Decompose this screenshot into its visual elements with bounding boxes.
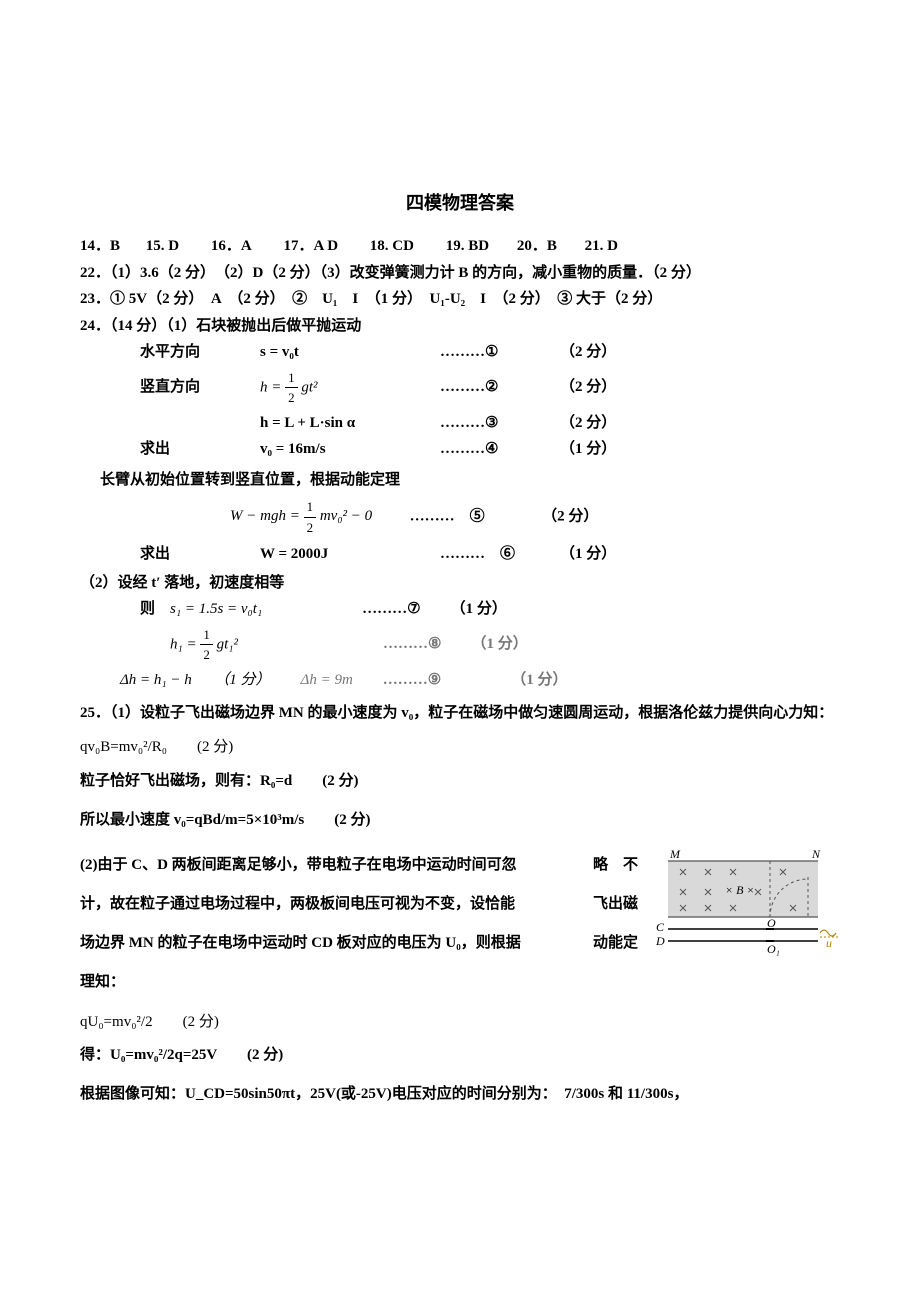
q24-row8: h₁ = 12 gt₁² ………⑧ （1 分） <box>140 625 840 665</box>
svg-text:D: D <box>655 934 665 948</box>
q21: 21. D <box>585 238 618 254</box>
q24-r9b: Δh = 9m <box>301 672 353 688</box>
q25-p4c: 场边界 MN 的粒子在电场中运动时 CD 板对应的电压为 U₀，则根据 <box>80 935 521 951</box>
q25-block: M N × B × C D O O₁ u (2)由于 C、D 两板间距离足够小，… <box>80 843 840 1005</box>
q23-line: 23．① 5V（2 分） A （2 分） ② U₁ I （1 分） U₁-U₂ … <box>80 288 840 311</box>
frac-num: 1 <box>304 497 317 518</box>
q25-eq2-text: qU₀=mv₀²/2 (2 分) <box>80 1014 219 1030</box>
svg-text:O: O <box>767 916 776 930</box>
q25-eq3: 得：U₀=mv₀²/2q=25V (2 分) <box>80 1039 840 1072</box>
q24-eq5-pts: （2 分） <box>542 508 598 524</box>
q24-r7-expr: s₁ = 1.5s = v₀t₁ <box>170 601 262 617</box>
q24-mid: 长臂从初始位置转到竖直位置，根据动能定理 <box>100 469 840 492</box>
q25-p4a-r: 略 不 <box>593 849 638 882</box>
q22-line: 22．（1）3.6（2 分） （2）D（2 分）（3）改变弹簧测力计 B 的方向… <box>80 262 840 285</box>
q24-r9-pts: （1 分） <box>511 669 567 692</box>
q24-r3-dots: ………③ <box>440 412 560 435</box>
q24-r2-label: 竖直方向 <box>140 376 260 399</box>
q24-r4-dots: ………④ <box>440 438 560 461</box>
q25-eq2: qU₀=mv₀²/2 (2 分) <box>80 1011 840 1034</box>
q24-row6: 求出 W = 2000J ……… ⑥ （1 分） <box>140 543 840 566</box>
q24-row7: 则 s₁ = 1.5s = v₀t₁ ………⑦ （1 分） <box>140 598 840 621</box>
q24-r8-post: gt₁² <box>213 636 238 652</box>
frac-den: 2 <box>304 518 317 538</box>
q24-r2-post: gt² <box>298 379 318 395</box>
svg-text:× B ×: × B × <box>725 883 755 897</box>
q24-r7-pre: 则 <box>140 601 170 617</box>
q24-row9: Δh = h₁ − h （1 分） Δh = 9m ………⑨ （1 分） <box>120 669 840 692</box>
q24-r6-pts: （1 分） <box>560 543 660 566</box>
q24-row2: 竖直方向 h = 12 gt² ………② （2 分） <box>140 368 840 408</box>
q25-p4a: (2)由于 C、D 两板间距离足够小，带电粒子在电场中运动时间可忽 <box>80 857 517 873</box>
q24-row1: 水平方向 s = v₀t ………① （2 分） <box>140 341 840 364</box>
q24-r2-expr: h = 12 gt² <box>260 368 440 408</box>
q25-eq1: qv₀B=mv₀²/R₀ (2 分) <box>80 736 840 759</box>
svg-text:C: C <box>656 920 665 934</box>
frac-num: 1 <box>285 368 298 389</box>
q24-part2: （2）设经 t′ 落地，初速度相等 <box>80 572 840 595</box>
q24-eq5-post: mv₀² − 0 <box>316 508 372 524</box>
q25-p4b: 计，故在粒子通过电场过程中，两极板间电压可视为不变，设恰能 <box>80 896 515 912</box>
frac-den: 2 <box>285 388 298 408</box>
q24-r4-expr: v₀ = 16m/s <box>260 441 326 457</box>
q24-r4-label: 求出 <box>140 438 260 461</box>
q25-p4-line4: 理知： <box>80 966 840 999</box>
svg-text:M: M <box>669 847 681 861</box>
q14: 14．B <box>80 238 120 254</box>
q20: 20．B <box>517 238 557 254</box>
q25-p3: 所以最小速度 v₀=qBd/m=5×10³m/s (2 分) <box>80 804 840 837</box>
q24-r8-dots: ………⑧ <box>383 633 441 656</box>
q24-r6-label: 求出 <box>140 543 260 566</box>
q24-r1-expr: s = v₀t <box>260 344 299 360</box>
q24-r9-dots: ………⑨ <box>383 669 441 692</box>
q25-p4c-r: 动能定 <box>593 927 638 960</box>
mc-answers-row: 14．B 15. D 16．A 17．A D 18. CD 19. BD 20．… <box>80 235 840 258</box>
q25-p5: 根据图像可知：U_CD=50sin50πt，25V(或-25V)电压对应的时间分… <box>80 1078 840 1111</box>
frac-num: 1 <box>200 625 213 646</box>
q25-p4b-r: 飞出磁 <box>593 888 638 921</box>
q24-r2-dots: ………② <box>440 376 560 399</box>
q24-r3-pts: （2 分） <box>560 412 660 435</box>
q17: 17．A D <box>283 238 338 254</box>
q19: 19. BD <box>446 238 489 254</box>
q24-r1-pts: （2 分） <box>560 341 660 364</box>
q24-r8-pre: h₁ = <box>170 636 200 652</box>
q24-r6-dots: ……… ⑥ <box>440 543 560 566</box>
q25-eq3-text: 得：U₀=mv₀²/2q=25V (2 分) <box>80 1047 283 1063</box>
q18: 18. CD <box>370 238 414 254</box>
q25-figure: M N × B × C D O O₁ u <box>650 847 840 957</box>
q16: 16．A <box>211 238 252 254</box>
q25-p2: 粒子恰好飞出磁场，则有：R₀=d (2 分) <box>80 765 840 798</box>
svg-text:N: N <box>811 847 821 861</box>
q24-r1-dots: ………① <box>440 341 560 364</box>
q24-head: 24．（14 分）（1）石块被抛出后做平抛运动 <box>80 315 840 338</box>
svg-text:O₁: O₁ <box>767 942 780 956</box>
q24-r2-pts: （2 分） <box>560 376 660 399</box>
q24-r8-pts: （1 分） <box>471 633 527 656</box>
q24-r2-pre: h = <box>260 379 285 395</box>
q24-r7-pts: （1 分） <box>451 598 507 621</box>
page-title: 四模物理答案 <box>80 190 840 217</box>
q24-r4-pts: （1 分） <box>560 438 660 461</box>
q24-r7-dots: ………⑦ <box>362 598 420 621</box>
q15: 15. D <box>146 238 179 254</box>
q24-eq5-dots: ……… ⑤ <box>410 508 485 524</box>
q24-r1-label: 水平方向 <box>140 341 260 364</box>
q25-eq1-text: qv₀B=mv₀²/R₀ (2 分) <box>80 739 233 755</box>
q24-r6-expr: W = 2000J <box>260 546 328 562</box>
q24-eq5-pre: W − mgh = <box>230 508 304 524</box>
q24-r3-expr: h = L + L·sin α <box>260 415 355 431</box>
q24-eq5: W − mgh = 12 mv₀² − 0 ……… ⑤ （2 分） <box>230 497 840 537</box>
frac-den: 2 <box>200 645 213 665</box>
svg-text:u: u <box>826 936 832 950</box>
q24-row4: 求出 v₀ = 16m/s ………④ （1 分） <box>140 438 840 461</box>
q25-p1: 25．（1）设粒子飞出磁场边界 MN 的最小速度为 v₀，粒子在磁场中做匀速圆周… <box>80 697 840 730</box>
q24-r9a: Δh = h₁ − h （1 分） <box>120 672 271 688</box>
q24-row3: h = L + L·sin α ………③ （2 分） <box>140 412 840 435</box>
